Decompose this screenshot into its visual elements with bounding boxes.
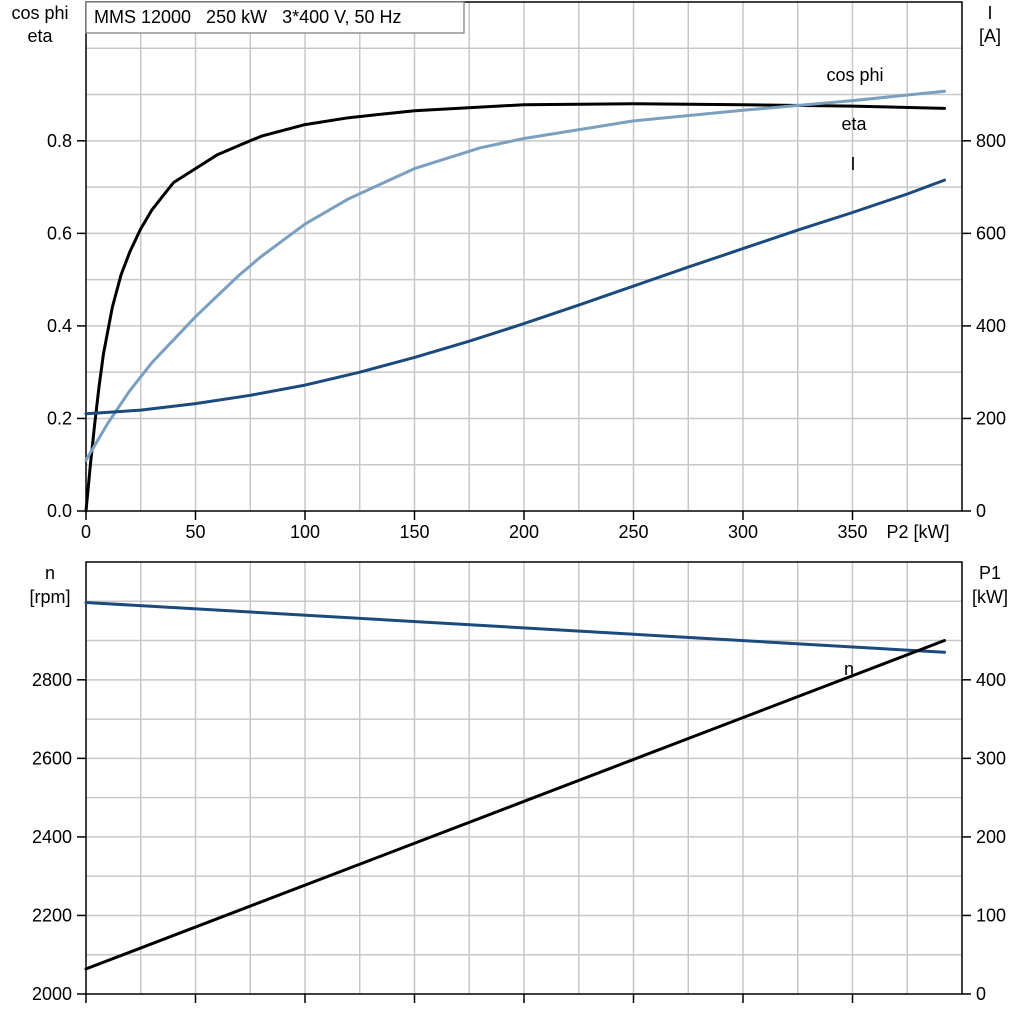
y-right-axis-label: [A] bbox=[979, 26, 1001, 46]
y-right-tick-label: 600 bbox=[976, 223, 1006, 243]
y-right-axis-label: [kW] bbox=[972, 587, 1008, 607]
y-right-tick-label: 0 bbox=[976, 984, 986, 1004]
y-left-axis-label: eta bbox=[27, 26, 53, 46]
y-left-tick-label: 2200 bbox=[32, 905, 72, 925]
x-tick-label: 200 bbox=[509, 522, 539, 542]
x-tick-label: 350 bbox=[837, 522, 867, 542]
x-tick-label: 50 bbox=[185, 522, 205, 542]
y-right-tick-label: 800 bbox=[976, 131, 1006, 151]
series-label-i: I bbox=[850, 154, 855, 174]
title-box-frame bbox=[85, 1, 465, 34]
series-label-eta: eta bbox=[841, 114, 867, 134]
x-tick-label: 250 bbox=[618, 522, 648, 542]
y-right-tick-label: 0 bbox=[976, 501, 986, 521]
y-right-tick-label: 400 bbox=[976, 316, 1006, 336]
x-axis-label: P2 [kW] bbox=[886, 522, 949, 542]
y-left-tick-label: 0.2 bbox=[47, 408, 72, 428]
series-label-cos-phi: cos phi bbox=[826, 65, 883, 85]
series-label-n: n bbox=[844, 659, 854, 679]
y-left-axis-label: [rpm] bbox=[29, 587, 70, 607]
y-left-tick-label: 0.0 bbox=[47, 501, 72, 521]
panel-top: 0 50 100 150 200 250 300 350 P2 [kW] 0.0 0.2 0.4 0.6… bbox=[11, 1, 1006, 542]
y-left-axis-label: cos phi bbox=[11, 3, 68, 23]
series-line-i bbox=[84, 178, 946, 416]
chart-title: MMS 12000 250 kW 3*400 V, 50 Hz bbox=[94, 7, 402, 27]
y-left-tick-label: 0.8 bbox=[47, 131, 72, 151]
y-right-tick-label: 100 bbox=[976, 905, 1006, 925]
series-line-p1 bbox=[84, 639, 946, 971]
panel-bottom: 2000 2200 2400 2600 2800 0 100 200 300 400 n [rpm] P… bbox=[29, 561, 1008, 1004]
y-right-tick-label: 300 bbox=[976, 748, 1006, 768]
x-tick-label: 0 bbox=[81, 522, 91, 542]
y-left-tick-label: 2800 bbox=[32, 670, 72, 690]
y-left-tick-label: 2400 bbox=[32, 827, 72, 847]
y-right-tick-label: 200 bbox=[976, 408, 1006, 428]
y-left-axis-label: n bbox=[45, 563, 55, 583]
y-right-axis-label: I bbox=[987, 3, 992, 23]
series-line-eta bbox=[84, 102, 946, 513]
x-tick-label: 300 bbox=[728, 522, 758, 542]
y-left-tick-label: 2000 bbox=[32, 984, 72, 1004]
chart-title-box: MMS 12000 250 kW 3*400 V, 50 Hz bbox=[85, 1, 465, 34]
series-line-cos-phi bbox=[84, 89, 946, 462]
y-right-tick-label: 400 bbox=[976, 670, 1006, 690]
y-right-tick-label: 200 bbox=[976, 827, 1006, 847]
y-left-tick-label: 0.4 bbox=[47, 316, 72, 336]
y-left-tick-label: 0.6 bbox=[47, 223, 72, 243]
x-tick-label: 100 bbox=[290, 522, 320, 542]
y-right-axis-label: P1 bbox=[979, 563, 1001, 583]
series-line-n bbox=[84, 601, 946, 654]
x-tick-label: 150 bbox=[399, 522, 429, 542]
y-left-tick-label: 2600 bbox=[32, 748, 72, 768]
